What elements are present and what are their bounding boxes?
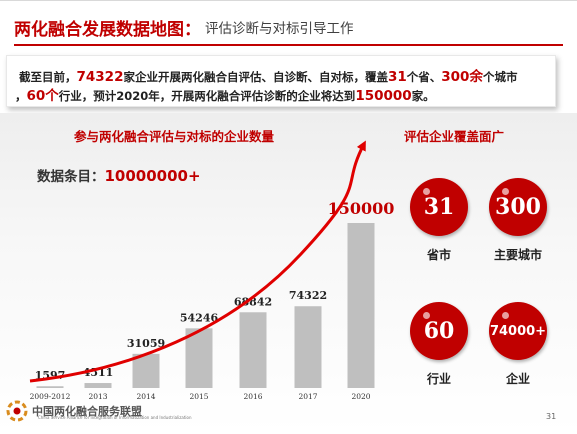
data-count: 数据条目：10000000+ [37, 165, 201, 185]
intro-text: 截至目前， [19, 70, 77, 84]
intro-highlight-provinces: 31 [387, 69, 407, 85]
content-panel [0, 113, 577, 434]
bar-2017 [294, 306, 322, 388]
intro-highlight-industries: 60个 [26, 88, 59, 104]
bar-2009-2012 [36, 386, 64, 388]
bar-2015 [185, 328, 213, 388]
trend-arrow [29, 140, 366, 383]
title-colon: ： [184, 19, 201, 40]
category-label-2016: 2016 [243, 392, 262, 401]
intro-box: 截至目前，74322家企业开展两化融合自评估、自诊断、自对标，覆盖31个省、30… [6, 55, 556, 107]
page-number: 31 [546, 412, 557, 421]
value-label-2014: 31059 [127, 337, 165, 350]
coverage-value: 31 [423, 194, 455, 220]
intro-highlight-cities: 300余 [441, 69, 483, 85]
coverage-circle-cities: 300 [489, 178, 547, 236]
intro-text: 个省、 [406, 70, 442, 84]
bar-2014 [132, 353, 160, 388]
coverage-value: 60 [423, 318, 455, 344]
value-label-2017: 74322 [289, 289, 327, 302]
data-count-value: 10000000+ [104, 167, 201, 185]
footer-logo: 中国两化融合服务联盟 China Service Alliance for In… [6, 400, 192, 422]
category-label-2014: 2014 [136, 392, 155, 401]
intro-text: 个城市 [482, 70, 518, 84]
chart-title: 参与两化融合评估与对标的企业数量 [74, 129, 275, 144]
bar-2020 [347, 223, 375, 388]
title-underline [14, 44, 563, 46]
coverage-circle-provinces: 31 [410, 178, 468, 236]
title-subtitle: 评估诊断与对标引导工作 [205, 21, 354, 37]
coverage-label-cities: 主要城市 [493, 248, 542, 262]
data-count-label: 数据条目： [37, 169, 105, 185]
coverage-value: 74000+ [489, 323, 547, 339]
bar-2016 [239, 312, 267, 388]
title-main: 两化融合发展数据地图 [14, 19, 184, 40]
circle-highlight-icon [502, 188, 509, 195]
alliance-logo-icon [6, 400, 28, 422]
coverage-circle-enterprises: 74000+ [489, 302, 547, 360]
coverage-label-provinces: 省市 [426, 248, 451, 262]
circle-highlight-icon [423, 188, 430, 195]
category-label-2013: 2013 [88, 392, 107, 401]
coverage-title: 评估企业覆盖面广 [404, 129, 505, 144]
intro-highlight-enterprises: 74322 [76, 69, 124, 85]
intro-text: 家企业开展两化融合自评估、自诊断、自对标，覆盖 [123, 70, 388, 84]
coverage-label-enterprises: 企业 [505, 372, 530, 386]
slide-title: 两化融合发展数据地图 ： 评估诊断与对标引导工作 [14, 12, 354, 42]
intro-text: ， [15, 89, 27, 103]
logo-subtitle: China Service Alliance for Integration o… [38, 415, 192, 420]
value-label-2015: 54246 [180, 311, 219, 324]
intro-line-2: ，60个行业，预计2020年，开展两化融合评估诊断的企业将达到150000家。 [15, 84, 435, 104]
coverage-value: 300 [495, 194, 541, 220]
intro-text: 行业，预计2020年，开展两化融合评估诊断的企业将达到 [58, 89, 356, 103]
category-label-2020: 2020 [351, 392, 370, 401]
coverage-circle-industries: 60 [410, 302, 468, 360]
logo-name: 中国两化融合服务联盟 [32, 405, 142, 418]
intro-text: 家。 [411, 89, 435, 103]
coverage-label-industries: 行业 [426, 372, 451, 386]
top-border [0, 0, 577, 1]
circle-highlight-icon [423, 312, 430, 319]
bar-2013 [84, 383, 112, 388]
category-label-2009-2012: 2009-2012 [30, 392, 71, 401]
circle-highlight-icon [502, 312, 509, 319]
value-label-2020: 150000 [328, 199, 395, 218]
category-label-2017: 2017 [298, 392, 317, 401]
intro-highlight-target: 150000 [355, 88, 412, 104]
intro-line-1: 截至目前，74322家企业开展两化融合自评估、自诊断、自对标，覆盖31个省、30… [19, 65, 517, 85]
category-label-2015: 2015 [189, 392, 208, 401]
